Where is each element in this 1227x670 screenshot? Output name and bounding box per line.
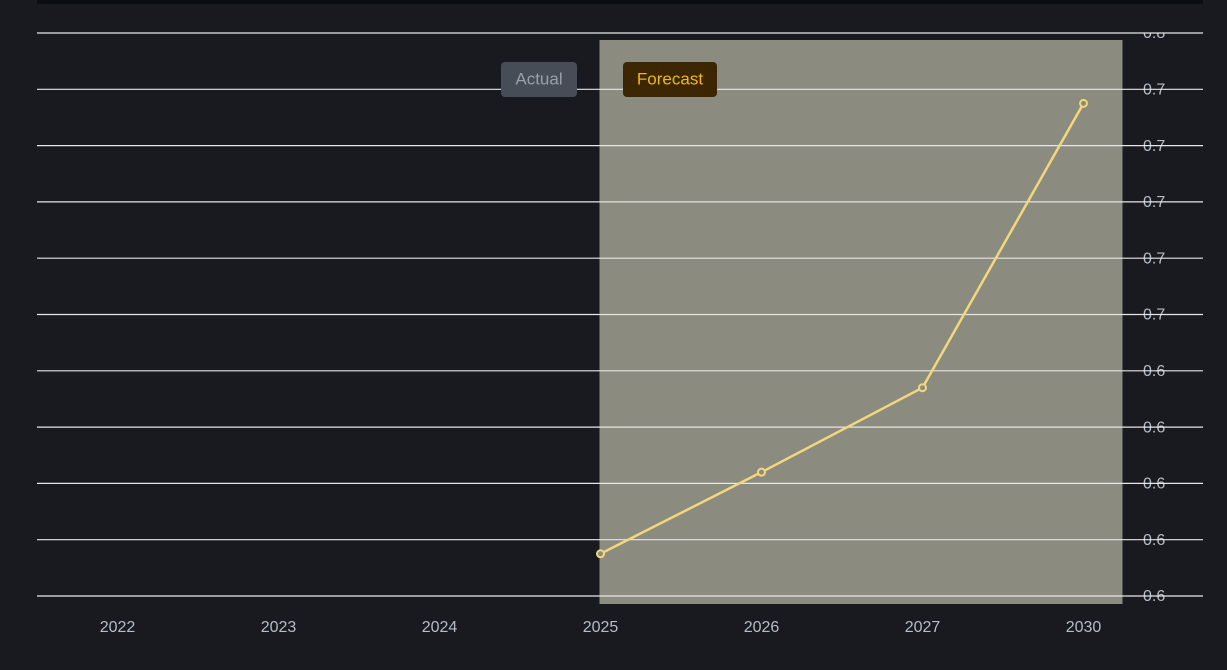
y-tick-label: 0.7 bbox=[1143, 82, 1165, 99]
y-tick-label: 0.8 bbox=[1143, 25, 1165, 42]
actual-badge bbox=[501, 62, 577, 97]
y-tick-label: 0.7 bbox=[1143, 138, 1165, 155]
line bbox=[599, 102, 1085, 555]
forecast-label: Forecast bbox=[637, 69, 703, 88]
y-tick-label: 0.6 bbox=[1143, 419, 1165, 436]
x-tick-label: 2024 bbox=[422, 619, 458, 636]
y-tick-label: 0.7 bbox=[1143, 307, 1165, 324]
y-axis: 0.6 0.6 0.6 0.6 0.6 0.7 0.7 0.7 0.7 0.7 0.8 bbox=[1143, 25, 1165, 605]
x-tick-label: 2023 bbox=[261, 619, 297, 636]
point bbox=[757, 467, 766, 477]
y-tick-label: 0.7 bbox=[1143, 250, 1165, 267]
x-tick-label: 2022 bbox=[100, 619, 136, 636]
point bbox=[1079, 98, 1088, 108]
y-tick-label: 0.7 bbox=[1143, 194, 1165, 211]
forecast-region bbox=[599, 40, 1123, 604]
point bbox=[918, 383, 927, 393]
y-tick-label: 0.6 bbox=[1143, 532, 1165, 549]
x-tick-label: 2025 bbox=[583, 619, 619, 636]
y-tick-label: 0.6 bbox=[1143, 363, 1165, 380]
y-tick-label: 0.6 bbox=[1143, 588, 1165, 605]
x-tick-label: 2026 bbox=[744, 619, 780, 636]
actual-label: Actual bbox=[515, 69, 562, 88]
forecast-badge bbox=[623, 62, 717, 97]
y-tick-label: 0.6 bbox=[1143, 476, 1165, 493]
x-tick-label: 2027 bbox=[905, 619, 941, 636]
top-bar bbox=[37, 0, 1203, 4]
x-tick-label: 2030 bbox=[1066, 619, 1102, 636]
point bbox=[596, 549, 605, 559]
